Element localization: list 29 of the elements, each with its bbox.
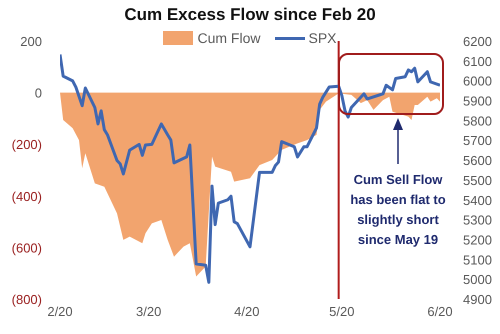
y2-tick-label: 5600 (463, 153, 492, 168)
legend-label: SPX (308, 30, 337, 46)
y-tick-label: (800) (12, 292, 42, 307)
legend-label: Cum Flow (197, 30, 260, 46)
y2-tick-label: 5500 (463, 172, 492, 188)
y2-tick-label: 5700 (463, 133, 492, 148)
x-tick-label: 3/20 (136, 304, 162, 320)
x-tick-label: 6/20 (427, 304, 453, 320)
annotation: Cum Sell Flow has been flat to slightly short since May 19 (349, 171, 447, 249)
y2-tick-label: 5200 (463, 232, 492, 248)
y2-tick-label: 5000 (463, 272, 492, 288)
y2-tick-label: 5900 (463, 94, 492, 109)
y-tick-label: (400) (12, 188, 42, 204)
y-tick-label: (200) (12, 137, 42, 152)
x-tick-label: 2/20 (47, 304, 73, 320)
y2-tick-label: 5800 (463, 113, 492, 128)
y2-tick-label: 5300 (463, 212, 492, 228)
y2-tick-label: 6200 (463, 34, 492, 49)
y-tick-label: 200 (20, 34, 42, 49)
y2-tick-label: 4900 (463, 292, 492, 307)
y2-tick-label: 6100 (463, 54, 492, 69)
chart-title: Cum Excess Flow since Feb 20 (123, 4, 377, 26)
y2-tick-label: 6000 (463, 74, 492, 89)
x-tick-label: 5/20 (329, 304, 354, 320)
y-tick-label: (600) (12, 240, 42, 256)
y2-tick-label: 5400 (463, 192, 492, 208)
x-tick-label: 4/20 (234, 304, 260, 320)
y-tick-label: 0 (34, 86, 42, 101)
y2-tick-label: 5100 (463, 252, 492, 268)
